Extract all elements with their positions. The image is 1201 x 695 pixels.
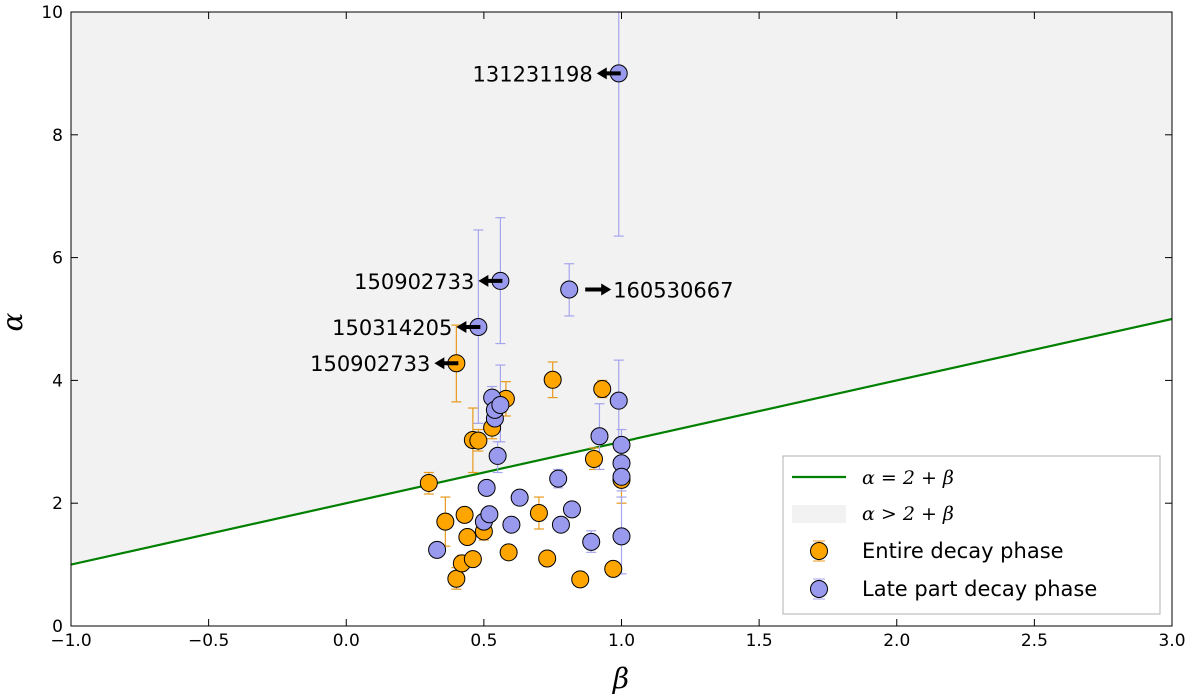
y-tick-label: 2	[52, 494, 63, 514]
x-tick-label: 0.5	[470, 631, 497, 651]
annotation-label: 131231198	[472, 62, 592, 86]
point-entire-decay	[543, 370, 562, 389]
point-late-decay	[612, 435, 631, 454]
x-tick-label: −0.5	[188, 631, 229, 651]
point-late-decay	[612, 527, 631, 546]
point-entire-decay	[455, 505, 474, 524]
point-late-decay	[480, 505, 499, 524]
y-tick-label: 4	[52, 371, 63, 391]
y-tick-label: 8	[52, 126, 63, 146]
annotation: 150902733	[310, 352, 459, 376]
annotation-arrowhead	[478, 274, 489, 287]
annotation-arrowhead	[456, 320, 467, 333]
annotation: 160530667	[585, 279, 733, 303]
x-axis-label: β	[612, 662, 629, 695]
annotation: 150902733	[354, 270, 503, 294]
legend-box	[782, 455, 1161, 615]
annotation-arrowhead	[601, 283, 612, 296]
x-tick-label: −1.0	[50, 631, 91, 651]
point-entire-decay	[458, 527, 477, 546]
annotation-label: 160530667	[613, 279, 733, 303]
y-axis-label: α	[0, 312, 29, 331]
point-late-decay	[491, 395, 510, 414]
y-axis: 0 2 4 6 8 10	[41, 3, 1172, 637]
point-entire-decay	[584, 449, 603, 468]
x-tick-label: 2.0	[883, 631, 910, 651]
x-tick-label: 3.0	[1158, 631, 1185, 651]
annotation-layer: 131231198 150902733 160530667 150314205 1509…	[310, 62, 733, 376]
legend-entire-swatch	[810, 540, 828, 562]
point-late-decay	[612, 467, 631, 486]
x-tick-label: 2.5	[1021, 631, 1048, 651]
legend-late-swatch	[810, 578, 828, 600]
region-alpha-gt-2-plus-beta	[71, 12, 1172, 565]
point-entire-decay	[593, 379, 612, 398]
point-late-decay	[488, 446, 507, 465]
annotation-label: 150314205	[332, 316, 452, 340]
annotation-label: 150902733	[354, 270, 474, 294]
point-entire-decay	[463, 550, 482, 569]
point-entire-decay	[538, 549, 557, 568]
point-entire-decay	[469, 431, 488, 450]
point-late-decay	[560, 280, 579, 299]
point-entire-decay	[447, 569, 466, 588]
point-entire-decay	[529, 504, 548, 523]
region-layer	[71, 12, 1172, 565]
point-entire-decay	[419, 473, 438, 492]
point-late-decay	[428, 540, 447, 559]
point-entire-decay	[436, 512, 455, 531]
legend-entire-label: Entire decay phase	[862, 539, 1064, 563]
point-late-decay	[502, 515, 521, 534]
legend-region-label: α > 2 + β	[862, 503, 954, 525]
point-late-decay	[582, 532, 601, 551]
x-tick-label: 1.5	[746, 631, 773, 651]
point-late-decay	[551, 515, 570, 534]
y-tick-label: 10	[41, 3, 63, 23]
point-late-decay	[477, 478, 496, 497]
legend-region-swatch	[792, 505, 846, 523]
legend-line-label: α = 2 + β	[862, 467, 954, 489]
point-late-decay	[590, 427, 609, 446]
point-entire-decay	[571, 570, 590, 589]
point-entire-decay	[499, 543, 518, 562]
point-layer	[419, 64, 631, 589]
annotation-arrowhead	[434, 357, 445, 370]
legend-late-label: Late part decay phase	[862, 577, 1097, 601]
point-late-decay	[562, 500, 581, 519]
annotation-arrowhead	[596, 67, 607, 80]
errorbar	[613, 12, 624, 237]
annotation: 131231198	[472, 62, 621, 86]
annotation: 150314205	[332, 316, 481, 340]
point-late-decay	[510, 488, 529, 507]
y-tick-label: 0	[52, 617, 63, 637]
point-late-decay	[609, 391, 628, 410]
y-tick-label: 6	[52, 249, 63, 269]
x-tick-label: 1.0	[608, 631, 635, 651]
legend: α = 2 + β α > 2 + β Entire decay phase L…	[782, 455, 1161, 615]
point-late-decay	[549, 469, 568, 488]
annotation-label: 150902733	[310, 352, 430, 376]
point-entire-decay	[604, 559, 623, 578]
x-axis: −1.0 −0.5 0.0 0.5 1.0 1.5 2.0 2.5 3.0	[50, 12, 1186, 651]
x-tick-label: 0.0	[333, 631, 360, 651]
